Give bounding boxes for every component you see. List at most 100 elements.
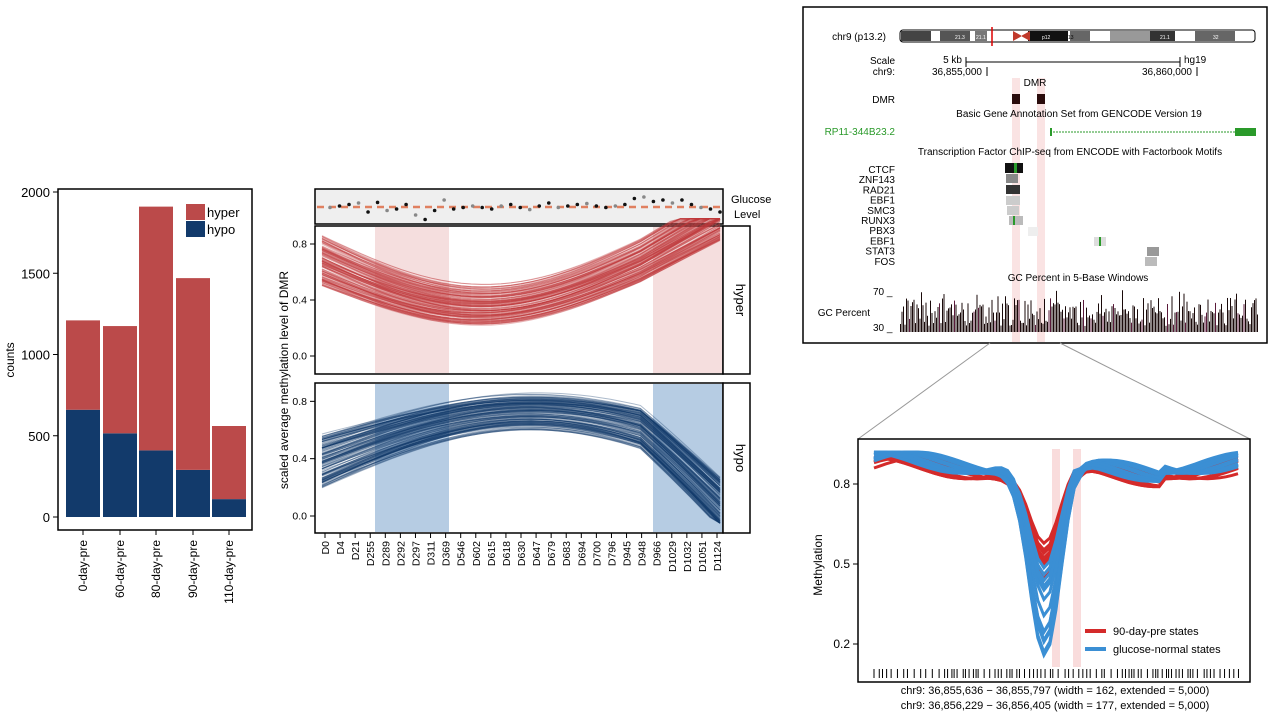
trajectory-line [321,403,721,495]
trajectory-line [321,227,721,314]
gc-bar [927,315,928,332]
bar-x-tick-label: 60-day-pre [113,540,127,598]
gc-bar [1113,304,1114,332]
gc-bar [1207,299,1209,332]
traj-x-tick-label: D679 [546,541,558,566]
gc-bar [1075,306,1077,332]
trajectory-line [321,429,721,524]
gc-bar [1153,306,1155,332]
gc-bar [1138,323,1140,332]
gc-bar [957,315,958,332]
trajectory-line [321,218,720,299]
scale-bar [965,57,1181,67]
trajectory-line [321,218,720,292]
bar-x-axis: 0-day-pre 60-day-pre 80-day-pre 90-day-pre 1… [76,530,236,604]
trajectory-line [321,218,720,295]
trajectory-line [321,395,721,485]
trajectory-line [321,418,721,522]
trajectory-line [321,234,721,315]
trajectory-line [321,423,721,522]
trajectory-line [321,218,720,298]
dmr-highlight-2 [1037,78,1045,342]
gc-bar [1006,303,1008,332]
bar-hyper-0 [66,320,100,410]
gc-bar [982,304,984,332]
trajectory-line [321,407,721,492]
trajectory-line [321,398,721,484]
gc-bar [1045,320,1047,332]
tf-block-runx3 [1009,216,1023,225]
gc-bar [1159,311,1161,332]
bar-y-axis: 0 500 1000 1500 2000 [21,185,58,525]
gc-bar [1011,324,1012,332]
trajectory-line [321,420,721,520]
gc-bar [904,324,906,332]
gc-bar [978,307,979,332]
gc-bar [1095,322,1096,332]
gc-bar [1071,318,1072,332]
trajectory-line [321,218,720,298]
trajectory-line [321,218,721,307]
gc-bar [913,299,915,332]
methylation-legend: 90-day-pre states glucose-normal states [1085,626,1221,656]
glucose-point [537,204,542,208]
gc-bar [1189,311,1191,332]
gc-bar [1201,314,1203,332]
trajectory-line [321,218,720,288]
trajectory-line [321,218,720,291]
glucose-point [594,204,599,208]
gc-bar [943,294,945,332]
gc-bar [916,304,918,332]
trajectory-line [321,421,721,524]
gc-bar [981,306,982,332]
trajectory-line [321,218,720,304]
gc-bar [939,303,940,332]
trajectory-line [321,223,721,307]
gc-bar [919,318,921,332]
bar-y-tick-label: 1000 [21,348,50,363]
gc-bar [1060,311,1062,332]
gc-bar [1057,302,1059,332]
gc-bar [1146,309,1147,332]
gc-bar [1050,298,1051,332]
gc-bar [912,302,913,332]
hyper-lines [321,218,721,326]
trajectory-line [321,225,721,316]
gc-bar [954,300,955,332]
gc-bar [1155,312,1156,332]
gc-bar [984,323,985,332]
bar-hyper-4 [212,426,246,500]
gc-bar [1141,319,1143,332]
trajectory-line [321,218,720,306]
gc-bar [1219,309,1221,332]
gc-bar [964,320,966,332]
legend-swatch-hyper [186,204,205,220]
bar-legend: hyper hypo [186,204,240,237]
trajectory-line [321,410,721,493]
gc-bar [937,306,939,332]
scale-chr-label: chr9: [873,67,895,78]
gc-bar [909,318,910,332]
traj-y-tick-label: 0.0 [292,511,307,523]
glucose-point [623,202,627,207]
trajectory-line [321,218,721,307]
gc-bar [1036,311,1038,332]
trajectory-line [321,218,721,307]
trajectory-line [321,400,721,485]
trajectory-line [321,402,721,481]
gc-bar [1053,303,1054,332]
trajectory-line [321,402,721,482]
trajectory-line [321,396,721,486]
traj-x-tick-label: D255 [365,541,377,566]
trajectory-line [321,403,721,497]
trajectory-line [321,418,721,512]
trajectory-line [321,218,720,298]
gc-bar [1089,315,1090,332]
gc-bar [972,312,973,332]
trajectory-line [321,403,721,489]
gc-bar [1144,325,1146,332]
trajectory-line [321,233,721,321]
hypo-shade-2 [653,384,722,532]
trajectory-line [321,218,721,304]
